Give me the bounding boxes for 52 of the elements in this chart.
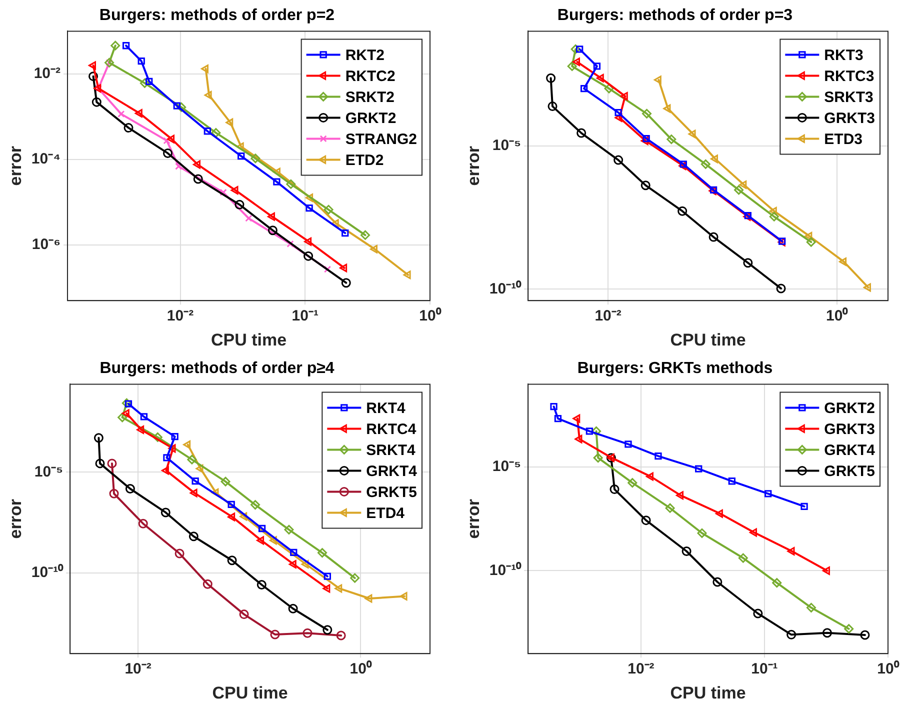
legend-label: GRKT3 (824, 110, 876, 127)
x-tick-label: 10⁰ (877, 660, 900, 678)
y-tick-label: 10⁻¹⁰ (489, 560, 522, 579)
legend-label: ETD2 (345, 152, 384, 169)
legend-label: GRKT5 (824, 462, 876, 480)
x-tick-label: 10⁰ (350, 660, 372, 678)
x-tick-label: 10⁻¹ (751, 660, 778, 678)
legend-label: RKT4 (366, 400, 406, 417)
legend-label: GRKT4 (366, 462, 418, 480)
x-axis-title: CPU time (210, 330, 287, 350)
x-tick-label: 10⁻² (594, 308, 622, 325)
legend-label: RKTC4 (366, 420, 417, 438)
legend-label: GRKT2 (345, 110, 396, 127)
x-axis-title: CPU time (670, 683, 746, 702)
legend-label: SRKT3 (824, 88, 874, 106)
legend-label: RKTC3 (824, 68, 874, 85)
x-axis-title: CPU time (212, 683, 288, 702)
x-tick-label: 10⁻² (166, 308, 194, 325)
legend-label: RKT3 (824, 46, 864, 64)
legend-label: GRKT5 (366, 484, 418, 501)
legend-label: GRKT2 (824, 400, 876, 417)
chart-title: Burgers: GRKTs methods (577, 360, 773, 378)
legend-label: RKTC2 (345, 68, 396, 85)
x-axis-title: CPU time (670, 330, 746, 350)
y-axis-title: error (464, 146, 483, 186)
y-axis-title: error (6, 498, 25, 539)
legend-label: ETD4 (366, 504, 406, 522)
y-tick-label: 10⁻¹⁰ (31, 563, 64, 582)
y-tick-label: 10⁻¹⁰ (489, 279, 522, 298)
x-tick-label: 10⁻¹ (292, 308, 318, 325)
y-tick-label: 10⁻⁴ (31, 150, 61, 168)
legend-label: ETD3 (824, 130, 863, 148)
chart-title: Burgers: methods of order p≥4 (100, 360, 334, 378)
y-tick-label: 10⁻² (34, 65, 61, 82)
legend-label: GRKT4 (824, 442, 876, 459)
x-tick-label: 10⁰ (419, 306, 442, 325)
y-axis-title: error (464, 498, 483, 539)
legend-label: SRKT2 (345, 88, 395, 106)
x-tick-label: 10⁻² (628, 660, 654, 678)
legend-label: RKT2 (345, 46, 384, 64)
y-tick-label: 10⁻⁵ (34, 463, 64, 480)
legend-label: SRKT4 (366, 442, 416, 459)
legend-label: GRKT3 (824, 420, 876, 438)
x-tick-label: 10⁰ (826, 306, 849, 325)
chart-title: Burgers: methods of order p=2 (99, 7, 335, 24)
x-tick-label: 10⁻² (124, 660, 152, 678)
y-tick-label: 10⁻⁶ (32, 236, 61, 254)
y-tick-label: 10⁻⁵ (492, 137, 522, 154)
chart-title: Burgers: methods of order p=3 (557, 7, 793, 24)
y-axis-title: error (6, 146, 25, 186)
y-tick-label: 10⁻⁵ (492, 458, 522, 476)
legend-label: STRANG2 (345, 130, 418, 148)
